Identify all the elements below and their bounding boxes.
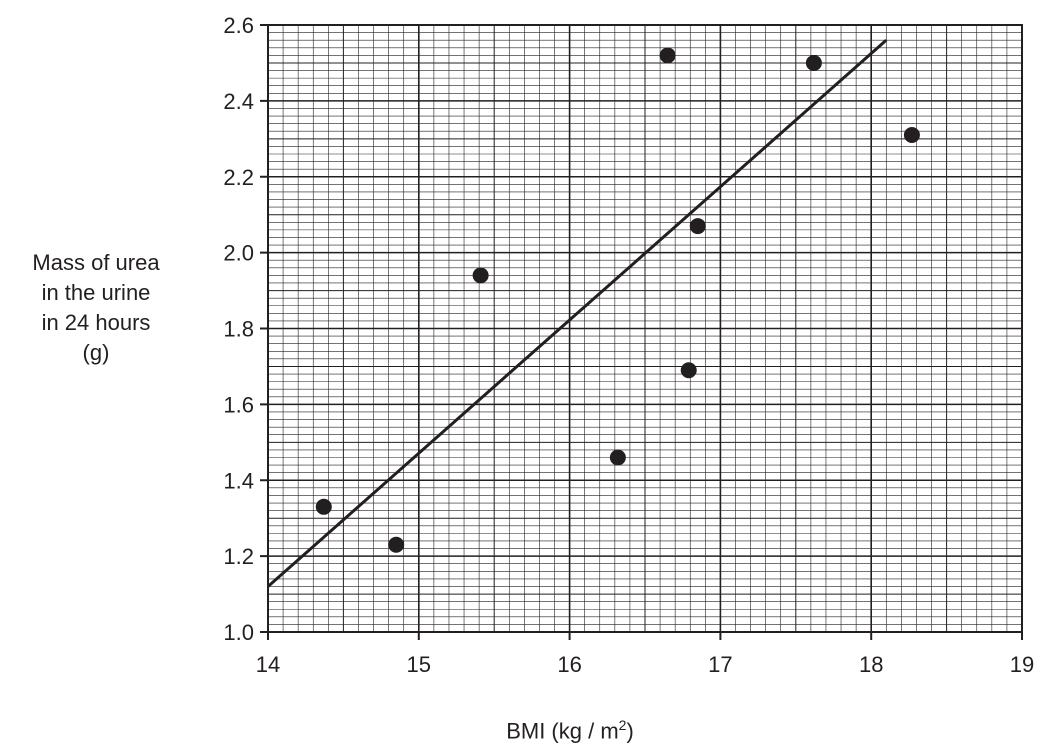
x-tick-labels: 14 15 16 17 18 19: [256, 652, 1034, 677]
x-tick-label: 17: [708, 652, 732, 677]
y-tick-label: 1.8: [223, 317, 254, 342]
y-tick-label: 2.2: [223, 165, 254, 190]
y-tick-label: 1.0: [223, 620, 254, 645]
y-tick-labels: 1.0 1.2 1.4 1.6 1.8 2.0 2.2 2.4 2.6: [223, 13, 254, 645]
data-point: [805, 54, 822, 71]
x-tick-label: 19: [1010, 652, 1034, 677]
y-axis-label-line-1: Mass of urea: [32, 250, 160, 275]
major-gridlines: [268, 25, 1022, 632]
y-axis-label-line-2: in the urine: [41, 280, 151, 305]
data-point: [315, 498, 332, 515]
x-axis-label-sup: 2: [618, 717, 627, 733]
y-axis-label: Mass of urea in the urine in 24 hours (g…: [2, 248, 190, 368]
x-tick-label: 18: [859, 652, 883, 677]
y-tick-label: 2.6: [223, 13, 254, 38]
data-point: [689, 218, 706, 235]
y-tick-label: 1.4: [223, 468, 254, 493]
y-axis-label-line-3: in 24 hours: [41, 310, 151, 335]
y-axis-label-line-4: (g): [82, 340, 110, 365]
x-tick-label: 16: [557, 652, 581, 677]
x-axis-label: BMI (kg / m2): [480, 710, 660, 746]
x-axis-label-suffix: ): [626, 718, 634, 744]
data-point: [609, 449, 626, 466]
axis-ticks: [260, 24, 1023, 640]
x-tick-label: 14: [256, 652, 280, 677]
data-point: [659, 47, 676, 64]
x-tick-label: 15: [407, 652, 431, 677]
trend-line: [267, 39, 888, 588]
y-tick-label: 2.0: [223, 241, 254, 266]
data-point: [680, 362, 697, 379]
y-tick-label: 1.2: [223, 544, 254, 569]
data-point: [388, 536, 405, 553]
y-tick-label: 2.4: [223, 89, 254, 114]
x-axis-label-prefix: BMI (kg / m: [506, 718, 619, 744]
data-point: [903, 127, 920, 144]
data-point: [472, 267, 489, 284]
y-tick-label: 1.6: [223, 392, 254, 417]
data-points: [315, 47, 920, 553]
